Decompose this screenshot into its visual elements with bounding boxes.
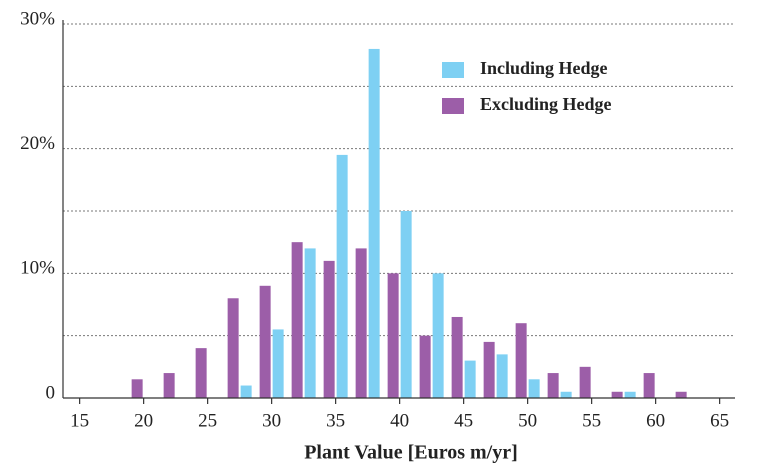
y-tick-label: 10% — [20, 258, 55, 279]
bar — [419, 335, 431, 398]
bar — [259, 285, 271, 398]
bar — [336, 154, 348, 398]
bar — [560, 391, 572, 398]
legend-swatch — [442, 62, 464, 78]
bar — [432, 273, 444, 398]
x-tick-label: 65 — [710, 410, 729, 431]
bar — [675, 391, 687, 398]
x-axis-label: Plant Value [Euros m/yr] — [304, 442, 518, 464]
bar — [387, 273, 399, 398]
x-tick-label: 15 — [70, 410, 89, 431]
bar — [131, 379, 143, 398]
bar — [304, 248, 316, 398]
bar — [483, 341, 495, 398]
bar — [579, 366, 591, 398]
bar — [240, 385, 252, 398]
x-tick-label: 45 — [454, 410, 473, 431]
bar — [272, 329, 284, 398]
x-tick-label: 30 — [262, 410, 281, 431]
bar — [195, 348, 207, 398]
bar — [355, 248, 367, 398]
bar — [528, 379, 540, 398]
bar — [227, 298, 239, 398]
bar — [464, 360, 476, 398]
x-tick-label: 50 — [518, 410, 537, 431]
bar — [291, 242, 303, 398]
x-tick-label: 35 — [326, 410, 345, 431]
y-tick-label: 0 — [46, 382, 56, 403]
bar — [323, 260, 335, 398]
bar — [400, 211, 412, 398]
bar — [496, 354, 508, 398]
legend-swatch — [442, 98, 464, 114]
x-tick-label: 55 — [582, 410, 601, 431]
bar — [643, 373, 655, 398]
y-tick-label: 30% — [20, 8, 55, 29]
x-tick-label: 60 — [646, 410, 665, 431]
bar — [163, 373, 175, 398]
bar — [515, 323, 527, 398]
bar — [451, 316, 463, 398]
y-tick-label: 20% — [20, 133, 55, 154]
legend-label: Excluding Hedge — [480, 94, 612, 114]
bar — [547, 373, 559, 398]
x-tick-label: 25 — [198, 410, 217, 431]
x-tick-label: 40 — [390, 410, 409, 431]
x-tick-label: 20 — [134, 410, 153, 431]
legend-label: Including Hedge — [480, 58, 608, 78]
bar — [611, 391, 623, 398]
bar — [624, 391, 636, 398]
bar — [368, 48, 380, 398]
